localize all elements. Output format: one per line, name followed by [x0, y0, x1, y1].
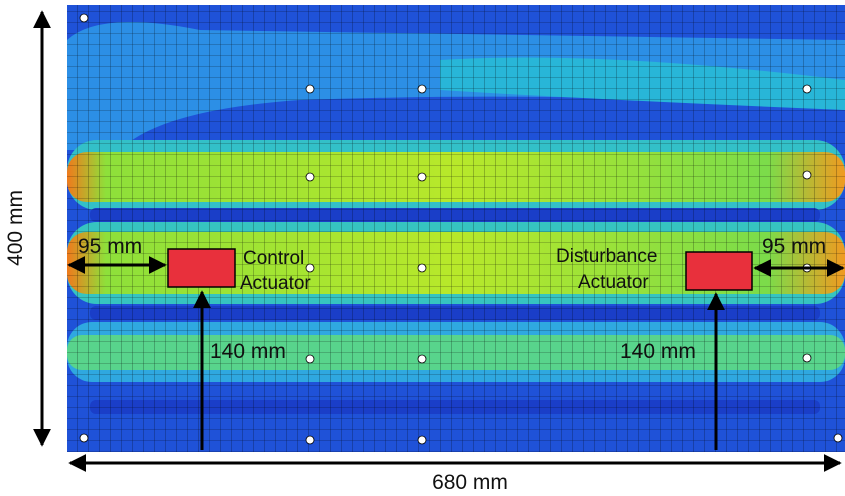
fem-plate [67, 5, 845, 452]
width-label: 680 mm [432, 471, 508, 494]
actuator-label: Disturbance [556, 246, 657, 267]
actuator-label: Actuator [578, 272, 649, 293]
actuator-label: Actuator [240, 273, 311, 294]
height-label: 400 mm [4, 190, 27, 266]
control-actuator [168, 249, 235, 287]
disturbance-actuator [686, 252, 752, 290]
offset-label: 140 mm [620, 340, 696, 363]
page: 400 mm 680 mm 95 mm 95 mm 140 mm 140 mm … [0, 0, 845, 496]
offset-label: 140 mm [210, 340, 286, 363]
diagram: 400 mm 680 mm 95 mm 95 mm 140 mm 140 mm … [0, 0, 845, 496]
offset-label: 95 mm [78, 235, 142, 258]
offset-label: 95 mm [762, 235, 826, 258]
actuator-label: Control [243, 248, 304, 269]
